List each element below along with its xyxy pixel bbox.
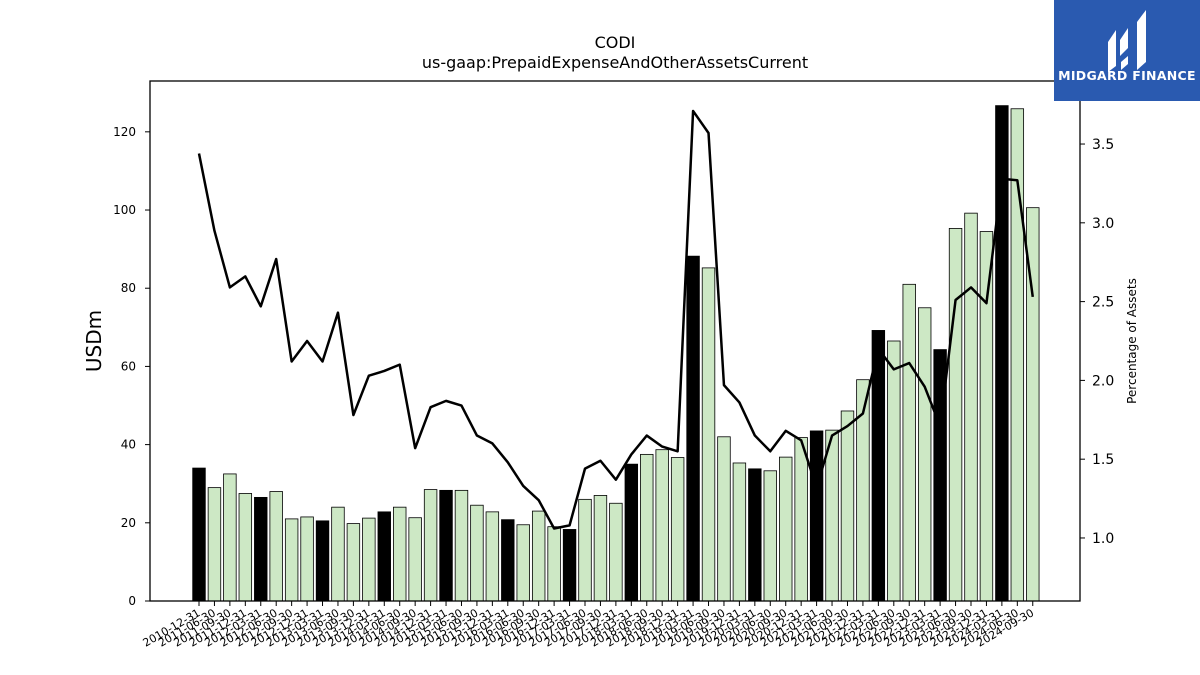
x-axis-ticks: 2010-12-312011-06-302011-09-302011-12-31… [141, 601, 1036, 650]
y-tick-label: 0 [128, 594, 136, 608]
logo-background [1054, 0, 1200, 101]
plot-frame [149, 80, 1081, 602]
bar [593, 495, 608, 602]
bar [748, 468, 762, 602]
bar [516, 524, 530, 602]
y2-tick-label: 3.0 [1092, 216, 1114, 232]
bar [979, 231, 994, 602]
chart-title: CODI [595, 33, 636, 52]
bar [393, 506, 407, 602]
bar [732, 462, 747, 602]
bar [408, 517, 422, 602]
bar [902, 283, 916, 602]
bar [562, 529, 577, 602]
bar [763, 470, 777, 602]
bar [192, 467, 206, 602]
logo-mark-icon [1108, 10, 1146, 72]
bar [284, 518, 299, 602]
bar [362, 517, 376, 602]
bar [624, 463, 639, 602]
y2-tick-label: 1.0 [1092, 531, 1114, 547]
y-tick-label: 20 [121, 516, 136, 530]
bar [454, 489, 469, 602]
y2-tick-label: 1.5 [1092, 452, 1114, 468]
bar [964, 212, 978, 602]
bar [809, 430, 824, 602]
bar [670, 457, 685, 602]
y-tick-label: 100 [113, 203, 136, 217]
bar [331, 506, 345, 602]
bar [887, 340, 901, 602]
bar [686, 255, 700, 602]
bar [300, 516, 314, 602]
bar [485, 511, 500, 602]
bar [501, 519, 515, 602]
bar-series [192, 105, 1040, 602]
bar [779, 456, 793, 602]
y-axis-label: USDm [82, 310, 106, 372]
bar [439, 489, 453, 602]
bar [207, 487, 222, 602]
bar [840, 410, 855, 602]
logo-text: MIDGARD FINANCE [1058, 68, 1196, 83]
bar [377, 511, 391, 602]
y2-tick-label: 3.5 [1092, 137, 1114, 153]
bar [238, 493, 253, 602]
bar [655, 449, 669, 602]
bar [423, 489, 438, 602]
bar [578, 498, 592, 602]
bar [640, 453, 654, 602]
bar [223, 473, 237, 602]
midgard-finance-logo: MIDGARD FINANCE [1054, 0, 1200, 101]
y-tick-label: 60 [121, 359, 136, 373]
y-tick-label: 40 [121, 438, 136, 452]
y-tick-label: 120 [113, 125, 136, 139]
bar [531, 510, 546, 602]
left-axis-ticks: 0 20 40 60 80 100 120 [113, 125, 150, 608]
bar [547, 526, 561, 602]
y2-tick-label: 2.5 [1092, 295, 1114, 311]
bar [254, 496, 268, 602]
bar [948, 227, 963, 602]
bar [794, 437, 808, 602]
bar [269, 491, 283, 602]
chart-subtitle: us-gaap:PrepaidExpenseAndOtherAssetsCurr… [422, 53, 808, 72]
right-axis-ticks: 1.0 1.5 2.0 2.5 3.0 3.5 [1080, 137, 1114, 547]
bar [470, 504, 484, 602]
y2-axis-label: Percentage of Assets [1125, 278, 1139, 404]
bar [701, 267, 716, 602]
bar [825, 429, 839, 602]
percentage-line [197, 109, 1034, 530]
bar [346, 523, 361, 602]
bar [315, 520, 330, 602]
bar [917, 307, 932, 602]
y2-tick-label: 2.0 [1092, 373, 1114, 389]
y-tick-label: 80 [121, 281, 136, 295]
bar [717, 436, 731, 602]
bar [609, 502, 623, 602]
